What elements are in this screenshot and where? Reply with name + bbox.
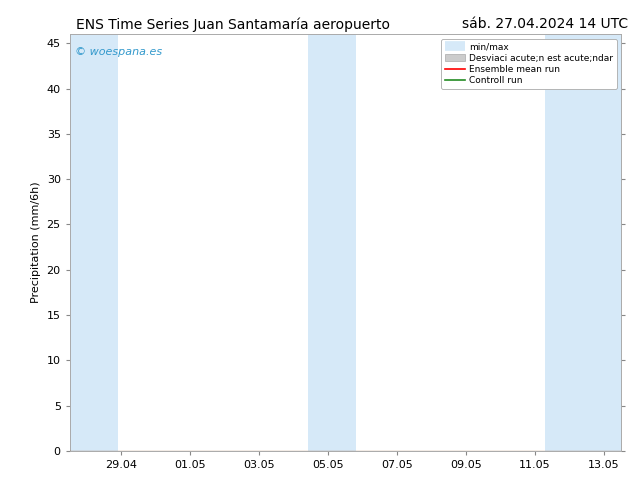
Bar xyxy=(307,34,356,451)
Text: sáb. 27.04.2024 14 UTC: sáb. 27.04.2024 14 UTC xyxy=(462,17,628,31)
Text: © woespana.es: © woespana.es xyxy=(75,47,162,57)
Text: ENS Time Series Juan Santamaría aeropuerto: ENS Time Series Juan Santamaría aeropuer… xyxy=(76,17,390,32)
Y-axis label: Precipitation (mm/6h): Precipitation (mm/6h) xyxy=(31,182,41,303)
Bar xyxy=(545,34,621,451)
Bar xyxy=(70,34,118,451)
Legend: min/max, Desviaci acute;n est acute;ndar, Ensemble mean run, Controll run: min/max, Desviaci acute;n est acute;ndar… xyxy=(441,39,617,89)
